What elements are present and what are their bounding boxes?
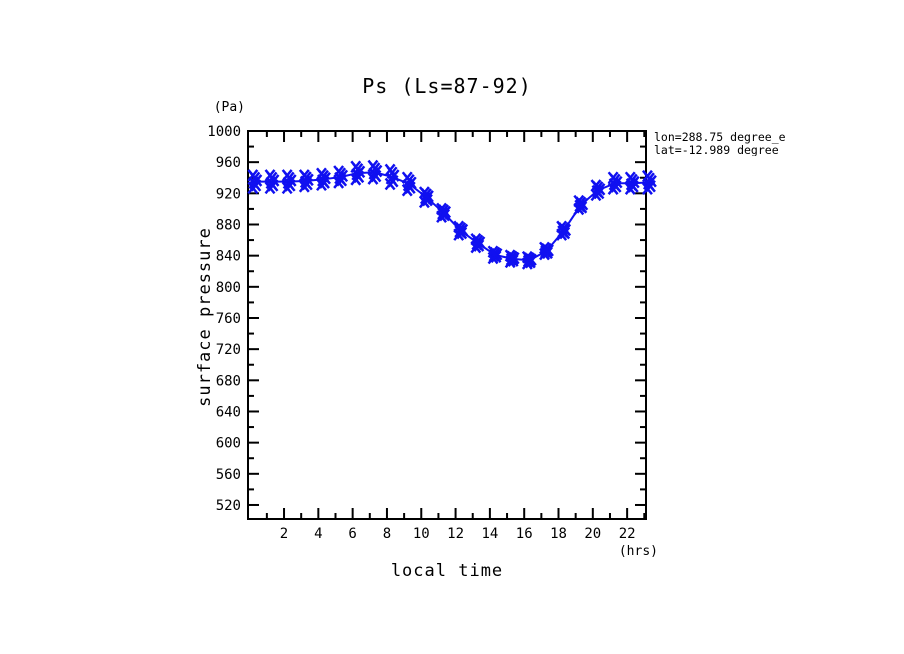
x-axis-tick-label: 20 bbox=[584, 526, 601, 542]
x-axis-tick-label: 2 bbox=[280, 526, 288, 542]
y-axis-tick-label: 640 bbox=[216, 404, 241, 420]
data-series-line bbox=[254, 171, 650, 262]
data-point-marker bbox=[607, 171, 619, 185]
data-point-marker bbox=[470, 233, 482, 246]
y-axis-tick-label: 520 bbox=[216, 498, 241, 514]
annotation-longitude: lon=288.75 degree_e bbox=[654, 131, 786, 144]
x-axis-tick-label: 12 bbox=[447, 526, 464, 542]
x-axis-tick-label: 4 bbox=[314, 526, 322, 542]
data-point-marker bbox=[384, 163, 396, 177]
data-point-marker bbox=[281, 169, 293, 182]
data-point-marker bbox=[367, 159, 379, 173]
x-axis-tick-label: 16 bbox=[516, 526, 533, 542]
chart-title: Ps (Ls=87-92) bbox=[362, 74, 532, 98]
x-axis-tick-label: 6 bbox=[348, 526, 356, 542]
data-point-marker bbox=[641, 169, 653, 183]
x-axis-tick-label: 18 bbox=[550, 526, 567, 542]
data-point-marker bbox=[298, 169, 310, 182]
x-axis-tick-label: 22 bbox=[619, 526, 636, 542]
annotation-latitude: lat=-12.989 degree_ bbox=[654, 142, 786, 156]
data-point-marker bbox=[316, 167, 327, 181]
data-point-marker bbox=[556, 220, 568, 234]
data-point-marker bbox=[401, 171, 413, 185]
y-axis-tick-label: 1000 bbox=[207, 124, 241, 140]
data-point-marker bbox=[487, 245, 499, 259]
y-axis-tick-label: 880 bbox=[216, 217, 241, 233]
data-point-marker bbox=[453, 220, 465, 234]
y-axis-tick-label: 720 bbox=[216, 342, 241, 358]
data-point-marker bbox=[573, 194, 585, 208]
data-point-marker bbox=[350, 160, 362, 174]
data-point-marker bbox=[264, 169, 276, 182]
y-axis-tick-label: 800 bbox=[216, 280, 241, 296]
y-axis-tick-label: 600 bbox=[216, 436, 241, 452]
data-point-marker bbox=[504, 249, 516, 262]
location-annotation: lon=288.75 degree_e lat=-12.989 degree_ bbox=[654, 131, 787, 156]
x-axis-unit-label: (hrs) bbox=[618, 544, 658, 559]
x-axis-tick-label: 14 bbox=[481, 526, 498, 542]
x-axis-tick-label: 10 bbox=[413, 526, 430, 542]
y-axis-tick-label: 920 bbox=[216, 186, 241, 202]
data-point-marker bbox=[624, 171, 636, 185]
data-point-marker bbox=[436, 202, 448, 216]
data-point-marker bbox=[418, 186, 430, 199]
y-axis-tick-label: 680 bbox=[216, 373, 241, 389]
x-axis-tick-label: 8 bbox=[383, 526, 391, 542]
data-point-marker bbox=[247, 169, 259, 182]
y-axis-tick-label: 840 bbox=[216, 249, 241, 265]
y-axis-tick-label: 560 bbox=[216, 467, 241, 483]
y-axis-tick-label: 960 bbox=[216, 155, 241, 171]
data-point-marker bbox=[333, 165, 345, 178]
data-point-marker bbox=[539, 241, 550, 255]
data-point-marker bbox=[590, 179, 602, 192]
y-axis-unit-label: (Pa) bbox=[213, 100, 245, 115]
x-axis-title: local time bbox=[390, 561, 504, 581]
data-point-marker bbox=[521, 250, 533, 264]
plot-frame bbox=[247, 130, 647, 520]
y-axis-tick-label: 760 bbox=[216, 311, 241, 327]
